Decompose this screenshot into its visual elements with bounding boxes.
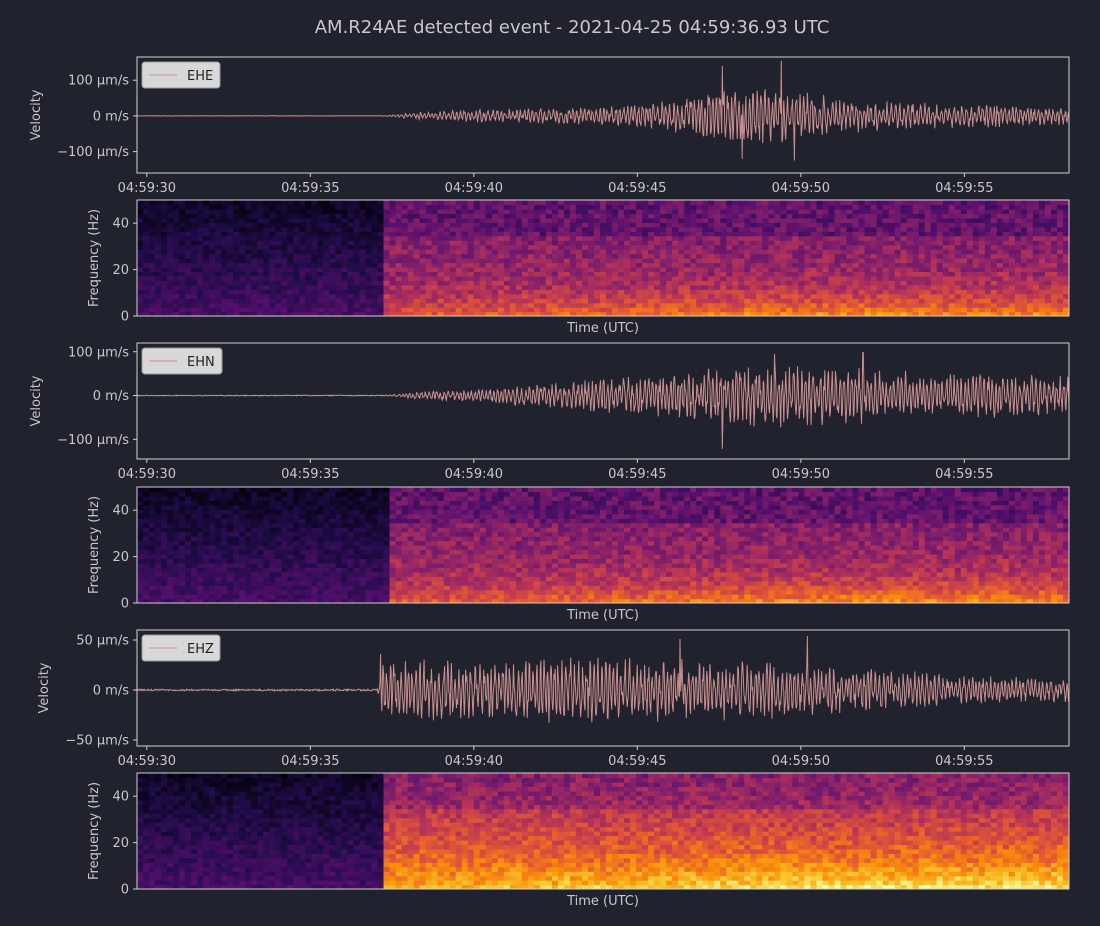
- spectrogram-panel-EHE: 0 20 40 Frequency (Hz) Time (UTC): [87, 200, 1070, 336]
- y-tick-label: −100 µm/s: [57, 433, 129, 448]
- x-axis-label: Time (UTC): [566, 321, 639, 336]
- y-axis-label: Velocity: [29, 375, 44, 426]
- y-axis-label: Frequency (Hz): [87, 782, 102, 880]
- x-axis-label: Time (UTC): [566, 894, 639, 909]
- legend-label: EHZ: [187, 642, 214, 657]
- x-tick-label: 04:59:55: [935, 467, 993, 482]
- legend-label: EHN: [187, 355, 215, 370]
- x-tick-label: 04:59:40: [445, 467, 503, 482]
- legend: EHE: [142, 62, 220, 88]
- y-tick-label: 0 m/s: [93, 389, 129, 404]
- waveform-panel-EHZ: 50 µm/s 0 m/s −50 µm/s 04:59:30 04:59:35 04:5…: [37, 630, 1069, 769]
- waveform-trace: [137, 61, 1069, 161]
- waveform-trace: [137, 636, 1069, 723]
- y-tick-label: 50 µm/s: [76, 634, 129, 649]
- figure-title: AM.R24AE detected event - 2021-04-25 04:…: [315, 17, 830, 38]
- waveform-trace: [137, 353, 1069, 449]
- y-tick-label: 0 m/s: [93, 109, 129, 124]
- y-tick-label: 20: [112, 836, 129, 851]
- y-tick-label: 0: [121, 883, 129, 898]
- y-tick-label: 100 µm/s: [68, 74, 129, 89]
- x-tick-label: 04:59:30: [118, 467, 176, 482]
- y-axis-label: Velocity: [37, 662, 52, 713]
- x-tick-label: 04:59:55: [935, 181, 993, 196]
- y-tick-label: 40: [112, 217, 129, 232]
- spectrogram-image: [137, 773, 1070, 890]
- y-tick-label: −100 µm/s: [57, 145, 129, 160]
- y-tick-label: 0: [121, 310, 129, 325]
- legend: EHN: [142, 348, 222, 374]
- y-tick-label: 0: [121, 597, 129, 612]
- x-tick-label: 04:59:55: [935, 754, 993, 769]
- x-tick-label: 04:59:40: [445, 181, 503, 196]
- x-tick-label: 04:59:50: [772, 181, 830, 196]
- y-tick-label: 0 m/s: [93, 684, 129, 699]
- legend-label: EHE: [187, 69, 213, 84]
- spectrogram-image: [137, 487, 1070, 604]
- x-tick-label: 04:59:50: [772, 754, 830, 769]
- x-tick-label: 04:59:35: [281, 467, 339, 482]
- legend: EHZ: [142, 635, 220, 661]
- y-tick-label: 40: [112, 790, 129, 805]
- x-tick-label: 04:59:30: [118, 181, 176, 196]
- y-tick-label: 40: [112, 504, 129, 519]
- x-tick-label: 04:59:30: [118, 754, 176, 769]
- x-tick-label: 04:59:40: [445, 754, 503, 769]
- y-tick-label: 20: [112, 550, 129, 565]
- x-tick-label: 04:59:35: [281, 754, 339, 769]
- waveform-panel-EHE: 100 µm/s 0 m/s −100 µm/s 04:59:30 04:59:35 04…: [29, 57, 1069, 196]
- x-tick-label: 04:59:50: [772, 467, 830, 482]
- y-axis-label: Frequency (Hz): [87, 209, 102, 307]
- x-axis-label: Time (UTC): [566, 608, 639, 623]
- spectrogram-panel-EHN: 0 20 40 Frequency (Hz) Time (UTC): [87, 487, 1070, 623]
- y-axis-label: Velocity: [29, 89, 44, 140]
- x-tick-label: 04:59:45: [608, 181, 666, 196]
- y-tick-label: 20: [112, 263, 129, 278]
- x-tick-label: 04:59:45: [608, 754, 666, 769]
- spectrogram-image: [137, 200, 1070, 317]
- x-tick-label: 04:59:35: [281, 181, 339, 196]
- waveform-panel-EHN: 100 µm/s 0 m/s −100 µm/s 04:59:30 04:59:35 04…: [29, 343, 1069, 482]
- y-axis-label: Frequency (Hz): [87, 496, 102, 594]
- spectrogram-panel-EHZ: 0 20 40 Frequency (Hz) Time (UTC): [87, 773, 1070, 909]
- y-tick-label: 100 µm/s: [68, 345, 129, 360]
- x-tick-label: 04:59:45: [608, 467, 666, 482]
- y-tick-label: −50 µm/s: [65, 734, 129, 749]
